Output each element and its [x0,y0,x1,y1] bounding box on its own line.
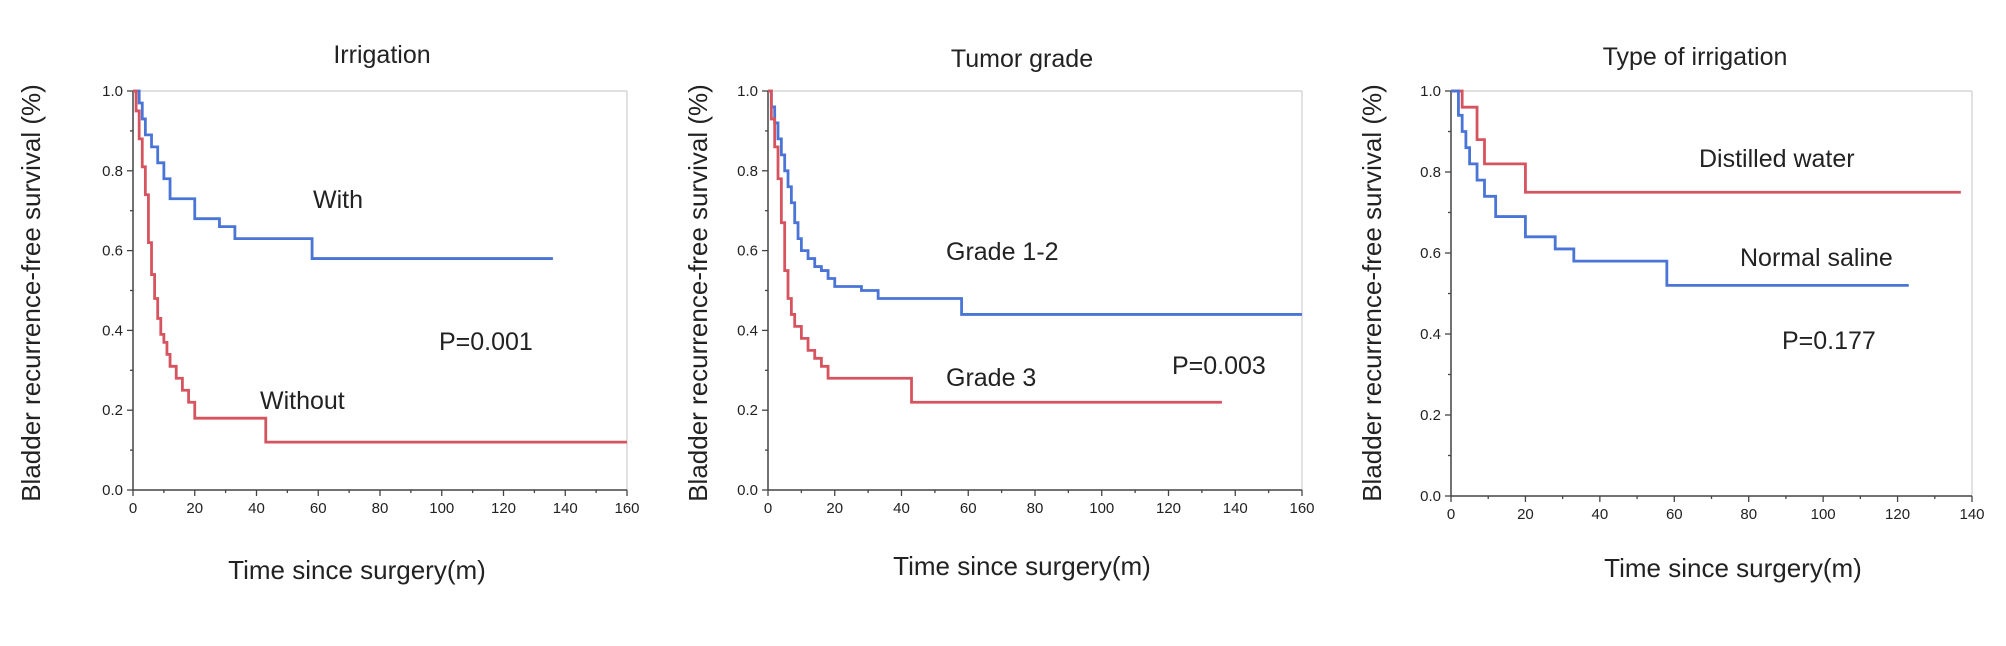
y-tick-label: 0.6 [1420,245,1441,262]
x-tick-label: 20 [186,500,203,517]
y-axis-label: Bladder recurrence-free survival (%) [683,84,713,502]
y-tick-label: 0.8 [737,163,758,180]
series-distilled-water-line [1451,89,1961,194]
series-with-line [133,89,553,260]
x-tick-label: 0 [129,500,137,517]
series-grade-3-line [768,89,1222,404]
y-tick-label: 1.0 [102,83,123,100]
x-tick-label: 40 [248,500,265,517]
x-tick-label: 0 [764,500,772,517]
x-tick-label: 80 [372,500,389,517]
y-tick-label: 0.8 [1420,164,1441,181]
x-tick-label: 20 [1517,506,1534,523]
x-tick-label: 160 [614,500,639,517]
x-tick-label: 140 [1223,500,1248,517]
x-tick-label: 60 [310,500,327,517]
y-tick-label: 1.0 [1420,83,1441,100]
chart-title: Irrigation [333,41,430,69]
series-grade-1-2-line [768,89,1302,316]
y-tick-label: 1.0 [737,83,758,100]
grade-1-2-annotation: Grade 1-2 [946,238,1059,266]
x-tick-label: 0 [1447,506,1455,523]
chart-title: Type of irrigation [1603,43,1788,71]
series-without-line [133,89,627,444]
chart-title: Tumor grade [951,45,1093,73]
p-value-annotation: P=0.001 [439,328,533,356]
y-tick-label: 0.0 [102,482,123,499]
y-tick-label: 0.0 [737,482,758,499]
y-tick-label: 0.2 [1420,407,1441,424]
x-tick-label: 120 [1885,506,1910,523]
y-tick-label: 0.4 [1420,326,1441,343]
x-tick-label: 40 [1592,506,1609,523]
x-tick-label: 60 [960,500,977,517]
series-normal-saline-line [1451,89,1909,287]
x-tick-label: 100 [429,500,454,517]
y-tick-label: 0.4 [737,322,758,339]
y-axis-label: Bladder recurrence-free survival (%) [16,84,46,502]
normal-saline-annotation: Normal saline [1740,244,1893,272]
x-tick-label: 140 [1959,506,1984,523]
tumor-grade-chart: Tumor grade Bladder recurrence-free surv… [683,45,1315,581]
x-tick-label: 80 [1027,500,1044,517]
y-tick-label: 0.8 [102,163,123,180]
x-axis-label: Time since surgery(m) [893,551,1151,581]
x-tick-label: 160 [1289,500,1314,517]
x-axis-label: Time since surgery(m) [228,555,486,585]
x-tick-label: 120 [1156,500,1181,517]
x-tick-label: 100 [1089,500,1114,517]
x-tick-label: 140 [553,500,578,517]
p-value-annotation: P=0.003 [1172,352,1266,380]
p-value-annotation: P=0.177 [1782,327,1876,355]
x-tick-label: 100 [1811,506,1836,523]
distilled-water-annotation: Distilled water [1699,145,1855,173]
grade-3-annotation: Grade 3 [946,364,1036,392]
with-annotation: With [313,186,363,214]
y-tick-label: 0.0 [1420,488,1441,505]
x-tick-label: 20 [826,500,843,517]
x-tick-label: 40 [893,500,910,517]
x-axis-label: Time since surgery(m) [1604,553,1862,583]
y-tick-label: 0.6 [102,243,123,260]
y-axis-label: Bladder recurrence-free survival (%) [1357,84,1387,502]
type-of-irrigation-chart: Type of irrigation Bladder recurrence-fr… [1357,43,1985,583]
without-annotation: Without [260,387,345,415]
x-tick-label: 80 [1740,506,1757,523]
y-tick-label: 0.6 [737,243,758,260]
x-tick-label: 60 [1666,506,1683,523]
x-tick-label: 120 [491,500,516,517]
y-tick-label: 0.2 [737,402,758,419]
y-tick-label: 0.4 [102,322,123,339]
y-tick-label: 0.2 [102,402,123,419]
irrigation-chart: Irrigation Bladder recurrence-free survi… [16,41,640,585]
